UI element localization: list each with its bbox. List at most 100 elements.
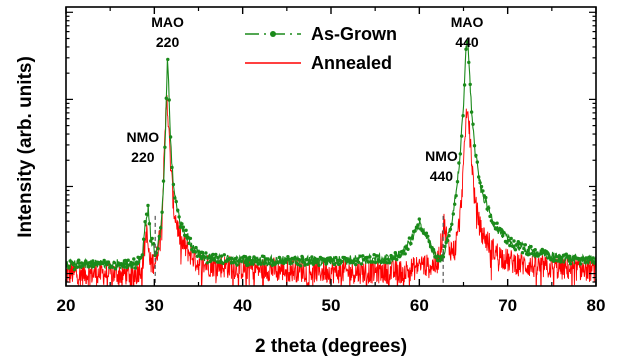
data-point-as-grown	[368, 255, 372, 259]
data-point-as-grown	[266, 257, 270, 261]
data-point-as-grown	[164, 96, 168, 100]
data-point-as-grown	[184, 228, 188, 232]
data-point-as-grown	[441, 255, 446, 259]
data-point-as-grown	[77, 258, 81, 262]
reference-lines	[154, 215, 444, 286]
data-point-as-grown	[207, 256, 211, 260]
data-point-as-grown	[72, 267, 77, 272]
data-point-as-grown	[263, 261, 267, 265]
data-point-as-grown	[177, 215, 181, 219]
data-point-as-grown	[159, 226, 163, 230]
data-point-as-grown	[352, 258, 356, 263]
data-point-as-grown	[79, 261, 84, 265]
data-point-as-grown	[509, 236, 513, 241]
data-point-as-grown	[512, 239, 516, 243]
data-point-as-grown	[471, 122, 475, 126]
data-point-as-grown	[410, 236, 414, 240]
data-point-as-grown	[371, 260, 375, 264]
x-tick-label: 60	[410, 296, 429, 315]
data-point-as-grown	[267, 261, 272, 266]
data-point-as-grown	[564, 252, 568, 256]
data-point-as-grown	[337, 262, 341, 267]
series-line-as-grown	[66, 40, 596, 271]
data-point-as-grown	[143, 220, 147, 224]
data-point-as-grown	[409, 241, 413, 246]
data-point-as-grown	[187, 241, 191, 245]
data-point-as-grown	[578, 262, 583, 266]
data-point-as-grown	[519, 242, 523, 246]
data-point-as-grown	[160, 210, 164, 214]
data-point-as-grown	[306, 262, 310, 266]
data-point-as-grown	[276, 260, 280, 264]
data-point-as-grown	[130, 262, 135, 267]
data-point-as-grown	[427, 239, 431, 244]
data-point-as-grown	[262, 254, 266, 259]
data-point-as-grown	[153, 253, 157, 258]
x-tick-label: 50	[322, 296, 341, 315]
data-point-as-grown	[218, 260, 222, 264]
legend-label-as-grown: As-Grown	[311, 24, 397, 44]
data-point-as-grown	[167, 98, 171, 102]
data-point-as-grown	[395, 257, 399, 262]
data-point-as-grown	[256, 262, 260, 266]
data-point-as-grown	[202, 255, 207, 259]
data-point-as-grown	[232, 260, 236, 264]
data-point-as-grown	[373, 260, 378, 265]
data-point-as-grown	[181, 225, 185, 229]
data-point-as-grown	[464, 47, 468, 51]
data-point-as-grown	[546, 251, 550, 256]
data-point-as-grown	[235, 263, 239, 267]
data-point-as-grown	[303, 263, 307, 267]
data-point-as-grown	[197, 250, 201, 254]
data-point-as-grown	[416, 223, 420, 227]
data-point-as-grown	[324, 262, 328, 266]
legend-label-annealed: Annealed	[311, 53, 392, 73]
data-point-as-grown	[211, 252, 215, 257]
data-point-as-grown	[553, 258, 557, 263]
data-point-as-grown	[222, 253, 226, 257]
data-point-as-grown	[417, 217, 421, 221]
legend-marker-as-grown	[270, 31, 276, 37]
data-point-as-grown	[591, 256, 595, 260]
data-point-as-grown	[317, 263, 321, 267]
data-point-as-grown	[259, 262, 263, 266]
data-point-as-grown	[332, 262, 337, 267]
data-point-as-grown	[315, 257, 320, 262]
data-point-as-grown	[354, 262, 358, 267]
data-point-as-grown	[402, 249, 406, 253]
data-point-as-grown	[458, 152, 462, 156]
data-point-as-grown	[125, 265, 129, 270]
data-point-as-grown	[515, 242, 519, 246]
data-point-as-grown	[82, 262, 87, 266]
data-point-as-grown	[150, 236, 154, 241]
data-point-as-grown	[229, 256, 234, 260]
data-point-as-grown	[135, 260, 139, 264]
data-point-as-grown	[359, 262, 364, 266]
data-point-as-grown	[156, 247, 160, 251]
data-point-as-grown	[577, 257, 581, 261]
data-point-as-grown	[142, 237, 146, 241]
x-tick-label: 20	[57, 296, 76, 315]
series-line-annealed	[66, 95, 596, 286]
data-point-as-grown	[438, 255, 443, 259]
data-point-as-grown	[484, 195, 488, 200]
data-point-as-grown	[375, 254, 379, 258]
data-point-as-grown	[472, 144, 477, 148]
data-point-as-grown	[413, 229, 417, 233]
data-point-as-grown	[310, 255, 314, 259]
data-point-as-grown	[286, 255, 290, 259]
data-point-as-grown	[161, 179, 166, 183]
peak-annotation-label: 220	[156, 34, 180, 50]
data-point-as-grown	[356, 260, 361, 264]
data-point-as-grown	[314, 260, 318, 264]
data-point-as-grown	[568, 262, 573, 266]
data-point-as-grown	[529, 244, 533, 249]
data-point-as-grown	[522, 246, 526, 251]
data-point-as-grown	[344, 256, 348, 261]
data-point-as-grown	[205, 261, 209, 265]
data-point-as-grown	[468, 82, 472, 87]
plot-series	[66, 40, 596, 286]
x-tick-label: 70	[498, 296, 517, 315]
data-point-as-grown	[296, 262, 300, 267]
